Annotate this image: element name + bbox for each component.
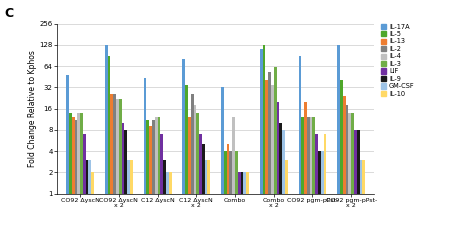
Bar [182, 59, 185, 236]
Bar [337, 45, 340, 236]
Bar [127, 160, 130, 236]
Bar [83, 134, 86, 236]
Bar [285, 160, 288, 236]
Bar [205, 160, 208, 236]
Bar [155, 117, 157, 236]
Bar [72, 117, 74, 236]
Bar [246, 172, 249, 236]
Bar [227, 144, 229, 236]
Bar [312, 117, 315, 236]
Bar [232, 117, 235, 236]
Bar [299, 56, 301, 236]
Bar [202, 144, 205, 236]
Bar [276, 102, 279, 236]
Bar [69, 113, 72, 236]
Bar [354, 130, 357, 236]
Bar [351, 113, 354, 236]
Bar [229, 151, 232, 236]
Legend: IL-17A, IL-5, IL-13, IL-2, IL-4, IL-3, LIF, IL-9, GM-CSF, IL-10: IL-17A, IL-5, IL-13, IL-2, IL-4, IL-3, L… [381, 24, 415, 97]
Bar [238, 172, 241, 236]
Bar [360, 160, 363, 236]
Bar [193, 105, 196, 236]
Bar [105, 45, 108, 236]
Bar [166, 172, 169, 236]
Bar [160, 134, 163, 236]
Bar [199, 134, 202, 236]
Bar [310, 117, 312, 236]
Bar [340, 80, 343, 236]
Bar [357, 130, 360, 236]
Bar [152, 120, 155, 236]
Bar [343, 96, 346, 236]
Bar [74, 120, 77, 236]
Bar [91, 172, 94, 236]
Bar [265, 80, 268, 236]
Bar [157, 117, 160, 236]
Bar [274, 67, 276, 236]
Bar [321, 151, 324, 236]
Bar [144, 78, 146, 236]
Bar [268, 72, 271, 236]
Bar [110, 94, 113, 236]
Bar [89, 160, 91, 236]
Bar [260, 50, 263, 236]
Bar [191, 94, 193, 236]
Bar [130, 160, 133, 236]
Bar [315, 134, 318, 236]
Text: C: C [5, 7, 14, 20]
Bar [86, 160, 89, 236]
Bar [124, 130, 127, 236]
Bar [146, 120, 149, 236]
Bar [235, 151, 238, 236]
Bar [208, 160, 210, 236]
Bar [196, 113, 199, 236]
Bar [163, 160, 166, 236]
Bar [80, 113, 83, 236]
Bar [185, 85, 188, 236]
Bar [346, 105, 348, 236]
Bar [113, 94, 116, 236]
Bar [77, 113, 80, 236]
Bar [324, 134, 327, 236]
Bar [224, 151, 227, 236]
Bar [348, 113, 351, 236]
Bar [221, 87, 224, 236]
Bar [149, 126, 152, 236]
Bar [318, 151, 321, 236]
Bar [244, 172, 246, 236]
Bar [241, 172, 244, 236]
Bar [108, 56, 110, 236]
Bar [169, 172, 172, 236]
Bar [116, 99, 119, 236]
Y-axis label: Fold Change Relative to Kphos: Fold Change Relative to Kphos [27, 50, 36, 167]
Bar [66, 75, 69, 236]
Bar [363, 160, 365, 236]
Bar [271, 85, 274, 236]
Bar [263, 45, 265, 236]
Bar [301, 117, 304, 236]
Bar [282, 130, 285, 236]
Bar [307, 117, 310, 236]
Bar [119, 99, 122, 236]
Bar [122, 123, 124, 236]
Bar [304, 102, 307, 236]
Bar [279, 123, 282, 236]
Bar [188, 117, 191, 236]
